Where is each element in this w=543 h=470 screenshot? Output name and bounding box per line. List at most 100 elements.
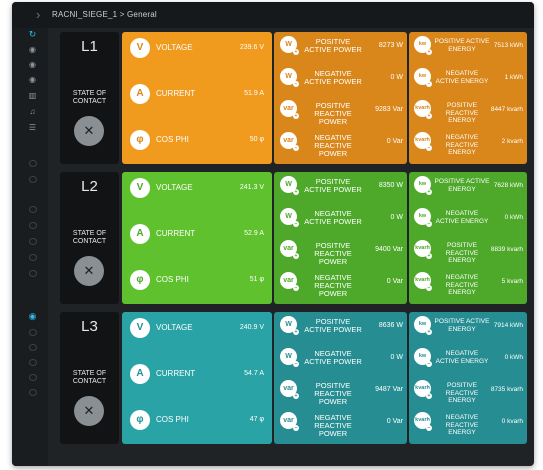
sidebar-dot[interactable] (29, 206, 37, 213)
sidebar-dot[interactable] (29, 389, 37, 396)
power-value: 8273 W (378, 42, 403, 49)
metric-row: V VOLTAGE 241.3 V (122, 178, 272, 202)
energy-panel: kw + POSITIVE ACTIVE ENERGY 7513 kWh kw … (409, 32, 527, 164)
energy-label: POSITIVE ACTIVE ENERGY (434, 178, 490, 193)
sign-badge: + (293, 112, 299, 119)
power-value: 0 W (390, 214, 403, 221)
energy-row: kw + POSITIVE ACTIVE ENERGY 7914 kWh (409, 316, 527, 340)
chart-icon[interactable]: ▥ (28, 91, 37, 100)
sidebar-dot[interactable] (29, 344, 37, 351)
power-value: 0 Var (386, 278, 403, 285)
breadcrumb[interactable]: RACNI_SIEGE_1 > General (52, 10, 157, 19)
sidebar-dot[interactable] (29, 374, 37, 381)
plug-icon[interactable]: ✕ (74, 256, 104, 286)
metric-value: 51.9 A (244, 90, 264, 97)
energy-value: 8447 kvarh (490, 106, 523, 113)
energy-panel: kw + POSITIVE ACTIVE ENERGY 7914 kWh kw … (409, 312, 527, 444)
energy-icon: kw (414, 176, 431, 193)
sidebar-dot[interactable] (29, 270, 37, 277)
metric-icon: φ (130, 270, 150, 290)
energy-value: 0 kvarh (501, 418, 523, 425)
energy-icon: kw (414, 68, 431, 85)
metric-label: VOLTAGE (156, 183, 193, 192)
energy-row: kw + POSITIVE ACTIVE ENERGY 7513 kWh (409, 36, 527, 60)
energy-row: kw − NEGATIVE ACTIVE ENERGY 0 kWh (409, 208, 527, 232)
power-icon: var (280, 100, 297, 117)
power-panel: W + POSITIVE ACTIVE POWER 8273 W W − NEG… (274, 32, 407, 164)
sidebar-dot[interactable] (29, 160, 37, 167)
energy-label: NEGATIVE REACTIVE ENERGY (445, 414, 479, 436)
back-arrow-icon[interactable]: › (36, 7, 41, 22)
sign-badge: − (293, 360, 299, 367)
state-of-contact-label: STATE OF CONTACT (72, 230, 107, 245)
metric-icon: A (130, 224, 150, 244)
metric-label: CURRENT (156, 229, 196, 238)
power-label: NEGATIVE ACTIVE POWER (304, 69, 362, 86)
phase-label-l3: L3 STATE OF CONTACT ✕ (60, 312, 119, 444)
power-value: 8350 W (378, 182, 403, 189)
metric-icon: A (130, 84, 150, 104)
sign-badge: + (293, 188, 299, 195)
energy-label: NEGATIVE ACTIVE ENERGY (435, 350, 489, 365)
energy-label: NEGATIVE REACTIVE ENERGY (445, 274, 479, 296)
gauge-icon[interactable]: ◉ (29, 45, 36, 54)
sidebar-dot[interactable] (29, 238, 37, 245)
metric-value: 52.9 A (244, 230, 264, 237)
energy-icon: kvarh (414, 380, 431, 397)
energy-icon: kw (414, 36, 431, 53)
metric-icon: V (130, 178, 150, 198)
sliders-icon[interactable]: ☰ (28, 123, 37, 132)
sign-badge: + (293, 252, 299, 259)
sign-badge: + (293, 48, 299, 55)
sidebar: ↻ ◉ ◉ ◉ ▥ ♫ ☰ ◉ (12, 28, 48, 466)
power-row: var + POSITIVE REACTIVE POWER 9283 Var (274, 100, 407, 126)
metric-value: 47 φ (249, 416, 264, 423)
power-row: W + POSITIVE ACTIVE POWER 8636 W (274, 316, 407, 340)
power-label: POSITIVE ACTIVE POWER (304, 177, 362, 194)
sidebar-dot[interactable] (29, 329, 37, 336)
eye-icon[interactable]: ◉ (28, 311, 37, 321)
metric-row: φ COS PHI 51 φ (122, 270, 272, 294)
refresh-icon[interactable]: ↻ (28, 29, 37, 39)
metric-row: A CURRENT 51.9 A (122, 84, 272, 108)
plug-icon[interactable]: ✕ (74, 396, 104, 426)
power-value: 9283 Var (375, 106, 403, 113)
power-icon: var (280, 380, 297, 397)
power-row: var + POSITIVE REACTIVE POWER 9400 Var (274, 240, 407, 266)
phase-title: L1 (81, 38, 98, 55)
energy-icon: kvarh (414, 100, 431, 117)
sidebar-dot[interactable] (29, 359, 37, 366)
power-row: W − NEGATIVE ACTIVE POWER 0 W (274, 348, 407, 372)
dashboard-screen: › RACNI_SIEGE_1 > General ↻ ◉ ◉ ◉ ▥ ♫ ☰ … (12, 2, 534, 466)
power-value: 9400 Var (375, 246, 403, 253)
gauge-icon[interactable]: ◉ (29, 75, 36, 84)
energy-row: kw + POSITIVE ACTIVE ENERGY 7628 kWh (409, 176, 527, 200)
energy-label: NEGATIVE ACTIVE ENERGY (435, 70, 489, 85)
power-row: var − NEGATIVE REACTIVE POWER 0 Var (274, 272, 407, 298)
metric-label: COS PHI (156, 275, 189, 284)
energy-label: POSITIVE REACTIVE ENERGY (445, 242, 479, 264)
metric-row: V VOLTAGE 239.6 V (122, 38, 272, 62)
metric-icon: φ (130, 130, 150, 150)
energy-label: POSITIVE REACTIVE ENERGY (445, 102, 479, 124)
power-icon: W (280, 36, 297, 53)
metric-label: COS PHI (156, 135, 189, 144)
energy-value: 2 kvarh (501, 138, 523, 145)
sidebar-dot[interactable] (29, 254, 37, 261)
metric-row: φ COS PHI 47 φ (122, 410, 272, 434)
power-icon: W (280, 208, 297, 225)
plug-icon[interactable]: ✕ (74, 116, 104, 146)
energy-label: NEGATIVE REACTIVE ENERGY (445, 134, 479, 156)
energy-row: kvarh + POSITIVE REACTIVE ENERGY 8447 kv… (409, 100, 527, 124)
power-icon: var (280, 240, 297, 257)
power-row: W − NEGATIVE ACTIVE POWER 0 W (274, 68, 407, 92)
energy-row: kvarh − NEGATIVE REACTIVE ENERGY 0 kvarh (409, 412, 527, 436)
power-icon: W (280, 316, 297, 333)
sign-badge: + (426, 48, 432, 55)
energy-label: NEGATIVE ACTIVE ENERGY (435, 210, 489, 225)
sidebar-dot[interactable] (29, 222, 37, 229)
energy-icon: kw (414, 348, 431, 365)
gauge-icon[interactable]: ◉ (29, 60, 36, 69)
sidebar-dot[interactable] (29, 176, 37, 183)
bell-icon[interactable]: ♫ (29, 107, 36, 116)
